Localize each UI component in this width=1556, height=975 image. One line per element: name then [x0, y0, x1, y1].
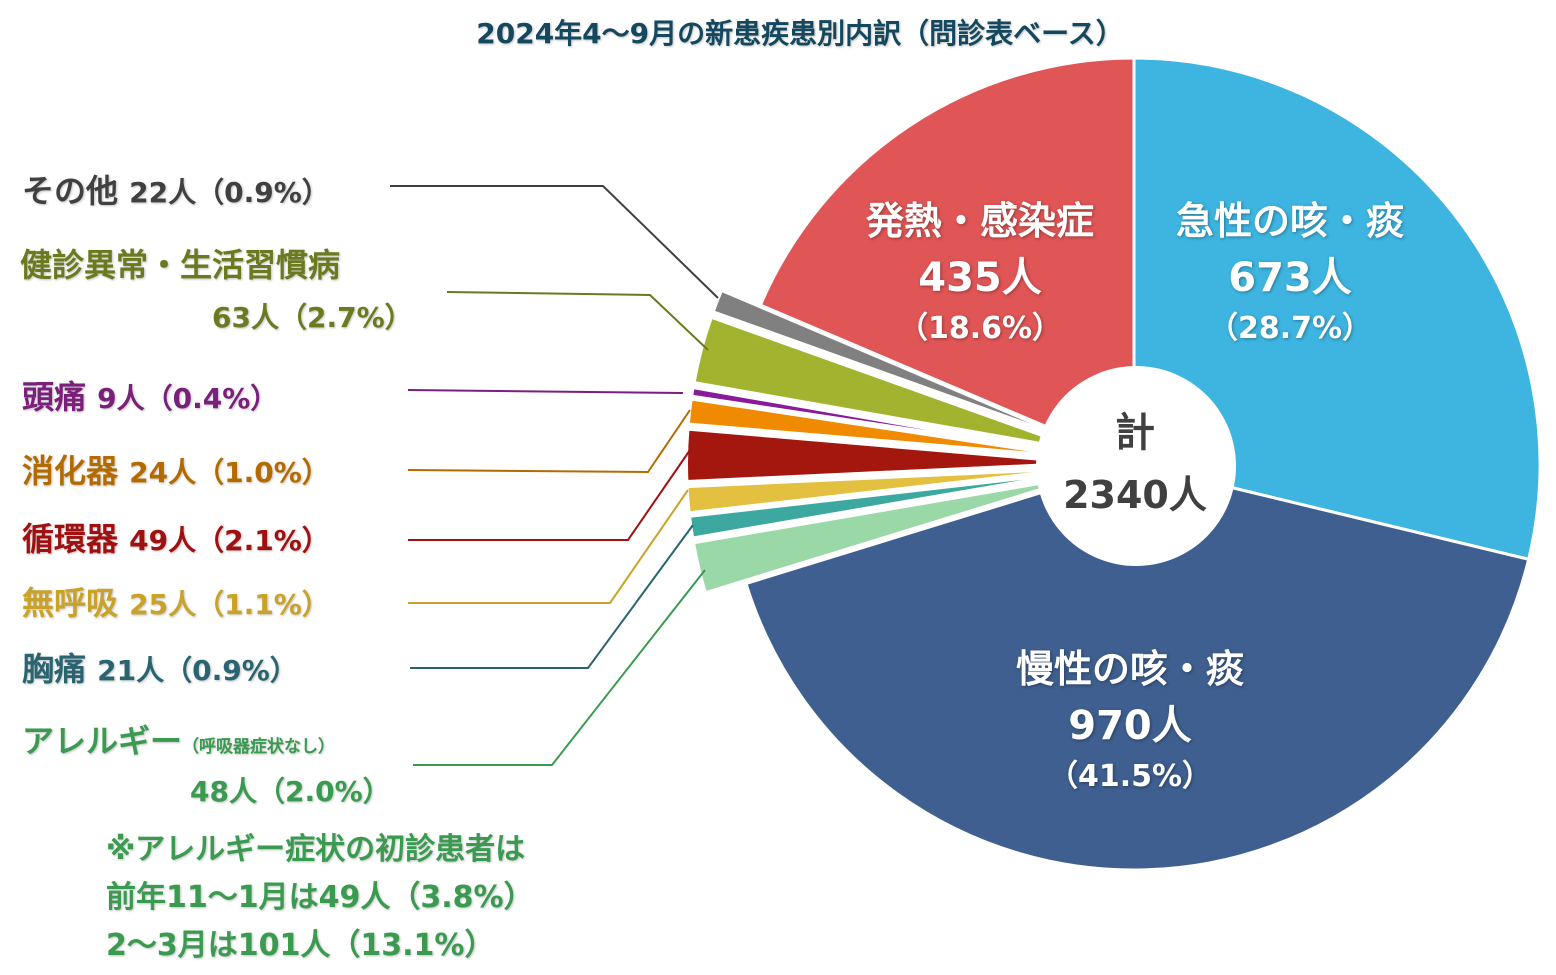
note-line: 前年11〜1月は49人（3.8%） — [106, 880, 534, 915]
pie-slice — [684, 465, 1093, 516]
label-count: 63人 — [212, 301, 279, 334]
chart-title: 2024年4〜9月の新患疾患別内訳（問診表ベース） — [476, 17, 1124, 50]
note-line: ※アレルギー症状の初診患者は — [106, 832, 526, 867]
pie-slice — [744, 462, 1531, 872]
allergy-note: ※アレルギー症状の初診患者は 前年11〜1月は49人（3.8%） 2〜3月は10… — [106, 826, 534, 970]
label-percent: （2.1%） — [196, 524, 330, 557]
label-name: 胸痛 — [22, 650, 87, 688]
label-name: 頭痛 — [22, 378, 87, 416]
label-count: 25人 — [129, 588, 197, 621]
leader-line — [407, 409, 691, 474]
pie-slice — [691, 314, 1095, 456]
label-count: 49人 — [129, 524, 197, 557]
slice-count: 673人 — [1228, 255, 1352, 301]
label-other: その他 22人（0.9%） — [22, 166, 330, 212]
label-allergy-value: 48人（2.0%） — [190, 770, 391, 810]
pie-slice — [710, 287, 1096, 451]
leader-line — [413, 569, 706, 766]
slice-name: 発熱・感染症 — [865, 199, 1094, 243]
label-name: 無呼吸 — [22, 584, 119, 622]
label-checkup: 健診異常・生活習慣病 — [20, 240, 340, 286]
label-name: アレルギー — [22, 722, 183, 760]
total-value: 2340人 — [1063, 473, 1207, 517]
label-percent: （1.1%） — [196, 588, 330, 621]
slice-name: 急性の咳・痰 — [1175, 199, 1404, 243]
label-percent: （2.0%） — [256, 775, 391, 808]
slice-count: 970人 — [1068, 703, 1192, 749]
label-percent: （0.9%） — [164, 654, 298, 687]
leader-line — [408, 489, 689, 604]
leader-line — [407, 389, 684, 394]
label-percent: （0.4%） — [144, 382, 279, 415]
slice-label-acute: 急性の咳・痰 673人 （28.7%） — [1140, 190, 1440, 347]
total-label: 計 2340人 — [1035, 400, 1235, 519]
label-name: 循環器 — [22, 520, 119, 558]
slice-percent: （18.6%） — [897, 311, 1063, 346]
slice-label-chronic: 慢性の咳・痰 970人 （41.5%） — [980, 638, 1280, 795]
slice-name: 慢性の咳・痰 — [1015, 647, 1244, 691]
leader-line — [410, 524, 694, 669]
leader-line — [408, 449, 691, 541]
pie-slice — [690, 471, 1094, 596]
label-allergy: アレルギー（呼吸器症状なし） — [22, 716, 335, 762]
label-name: 消化器 — [22, 452, 119, 490]
label-percent: （2.7%） — [278, 301, 413, 334]
center-hole — [1036, 366, 1236, 566]
pie-slice — [1132, 56, 1542, 562]
label-count: 9人 — [97, 382, 145, 415]
label-digestive: 消化器 24人（1.0%） — [22, 446, 330, 492]
total-caption: 計 — [1115, 410, 1155, 456]
note-line: 2〜3月は101人（13.1%） — [106, 928, 495, 963]
label-apnea: 無呼吸 25人（1.1%） — [22, 578, 330, 624]
label-count: 22人 — [129, 176, 197, 209]
label-sub: （呼吸器症状なし） — [182, 737, 336, 757]
pie-slice — [688, 384, 1093, 460]
label-headache: 頭痛 9人（0.4%） — [22, 372, 278, 418]
label-name: 健診異常・生活習慣病 — [20, 246, 341, 284]
slice-percent: （28.7%） — [1207, 311, 1373, 346]
slice-label-fever: 発熱・感染症 435人 （18.6%） — [830, 190, 1130, 347]
leader-line — [446, 291, 709, 351]
slice-percent: （41.5%） — [1047, 759, 1213, 794]
label-checkup-value: 63人（2.7%） — [212, 296, 413, 336]
label-circulatory: 循環器 49人（2.1%） — [22, 514, 330, 560]
pie-slice — [758, 56, 1136, 467]
label-name: その他 — [22, 172, 119, 210]
label-percent: （1.0%） — [196, 456, 330, 489]
label-chest-pain: 胸痛 21人（0.9%） — [22, 644, 298, 690]
slice-count: 435人 — [918, 255, 1042, 301]
leader-line — [390, 185, 719, 299]
label-count: 24人 — [129, 456, 197, 489]
label-percent: （0.9%） — [196, 176, 330, 209]
label-count: 21人 — [97, 654, 165, 687]
label-count: 48人 — [190, 775, 257, 808]
